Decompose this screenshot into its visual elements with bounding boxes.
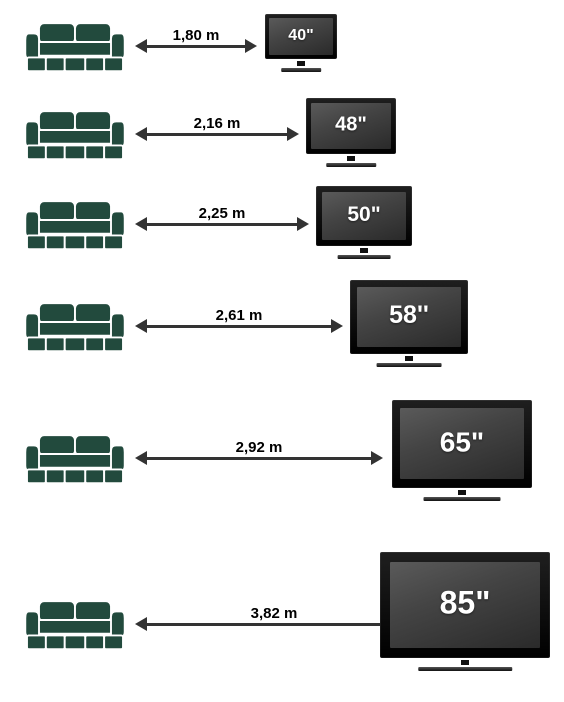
distance-label: 1,80 m [173,27,220,44]
sofa-icon [20,596,130,656]
sofa-icon [20,430,130,490]
distance-label: 2,16 m [194,115,241,132]
tv-size-label: 40" [288,27,313,45]
sofa-icon [20,298,130,358]
distance-row: 2,25 m 50" [0,184,564,294]
sofa-icon [20,298,130,358]
tv-size-label: 65" [440,426,484,458]
sofa-icon [20,430,130,490]
tv-icon: 58'' [350,280,468,364]
distance-label: 2,92 m [236,439,283,456]
tv-icon: 48" [306,98,396,164]
distance-label: 2,61 m [216,307,263,324]
tv-icon: 65" [392,400,532,498]
distance-label: 3,82 m [251,605,298,622]
tv-icon: 85" [380,552,550,668]
sofa-icon [20,106,130,166]
distance-row: 2,61 m 58'' [0,280,564,390]
tv-distance-infographic: 1,80 m 40" 2,16 m [0,0,564,702]
tv-size-label: 48" [335,113,367,136]
tv-icon: 40" [265,14,337,69]
distance-label: 2,25 m [199,205,246,222]
sofa-icon [20,18,130,78]
distance-row: 3,82 m 85" [0,552,564,662]
sofa-icon [20,106,130,166]
sofa-icon [20,196,130,256]
sofa-icon [20,596,130,656]
tv-size-label: 85" [440,585,491,622]
sofa-icon [20,18,130,78]
tv-size-label: 58'' [389,301,429,330]
sofa-icon [20,196,130,256]
tv-icon: 50" [316,186,412,256]
tv-size-label: 50" [347,203,380,227]
distance-row: 2,92 m 65" [0,400,564,510]
